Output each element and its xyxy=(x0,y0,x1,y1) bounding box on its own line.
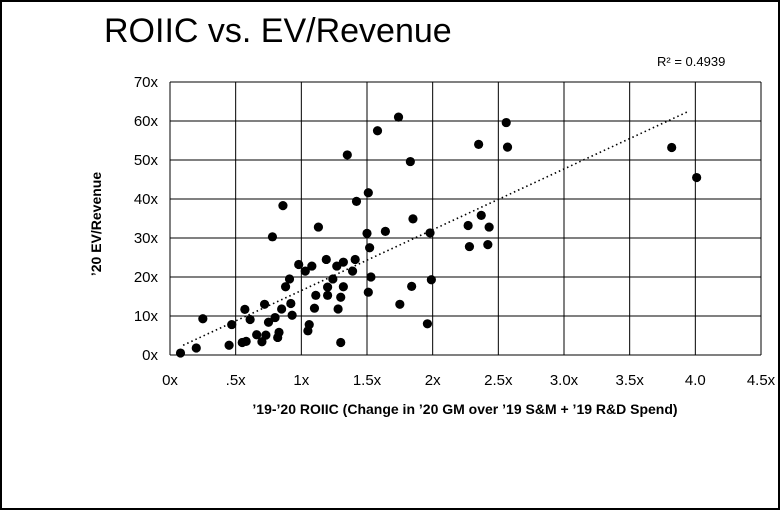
data-point xyxy=(227,319,237,330)
data-point xyxy=(245,314,255,325)
data-point xyxy=(175,348,186,358)
data-point xyxy=(425,228,435,238)
data-point xyxy=(224,340,234,350)
data-point xyxy=(372,126,383,136)
data-point xyxy=(270,312,280,323)
data-point xyxy=(294,259,304,270)
y-tick-label: 40x xyxy=(134,191,159,208)
x-tick-label: 2.5x xyxy=(484,372,513,389)
data-point xyxy=(407,281,417,291)
data-point xyxy=(336,337,346,348)
data-point xyxy=(501,117,511,128)
data-point xyxy=(191,343,201,353)
data-point xyxy=(338,257,348,267)
data-point xyxy=(342,150,352,160)
data-point xyxy=(484,222,494,232)
data-point xyxy=(464,241,475,252)
data-point xyxy=(692,172,702,183)
trendline xyxy=(182,110,690,346)
data-point xyxy=(333,304,343,314)
data-point xyxy=(321,254,331,265)
data-point xyxy=(393,112,404,122)
r-squared-annotation: R² = 0.4939 xyxy=(657,54,726,69)
chart-title: ROIIC vs. EV/Revenue xyxy=(104,12,452,50)
data-point xyxy=(274,327,284,337)
data-point xyxy=(259,299,270,309)
data-point xyxy=(311,290,321,300)
data-point xyxy=(502,142,513,152)
data-point xyxy=(300,266,310,276)
data-point xyxy=(280,282,291,292)
data-point xyxy=(278,201,288,211)
y-tick-label: 60x xyxy=(134,113,159,130)
data-point xyxy=(395,299,405,309)
data-point xyxy=(257,337,267,347)
data-point xyxy=(304,319,314,330)
data-point xyxy=(336,292,346,302)
y-tick-label: 0x xyxy=(142,347,158,364)
x-tick-label: 4.0 xyxy=(685,372,706,389)
x-tick-label: 3.5x xyxy=(615,372,644,389)
data-point xyxy=(363,188,373,198)
data-point xyxy=(347,266,358,276)
data-point xyxy=(284,274,295,284)
data-point xyxy=(198,314,208,324)
data-point xyxy=(338,282,348,292)
data-point xyxy=(422,319,433,329)
data-point xyxy=(286,298,296,309)
data-point xyxy=(363,287,373,297)
data-point xyxy=(241,336,251,346)
data-point xyxy=(366,272,376,282)
y-tick-label: 20x xyxy=(134,269,159,286)
data-point xyxy=(287,310,297,320)
data-point xyxy=(313,222,324,232)
data-point xyxy=(476,210,486,220)
x-tick-label: 1.5x xyxy=(353,372,382,389)
data-point xyxy=(408,214,418,224)
data-point xyxy=(261,330,271,340)
x-tick-label: .5x xyxy=(226,372,247,389)
data-point xyxy=(323,290,333,300)
y-tick-label: 50x xyxy=(134,152,159,169)
data-point xyxy=(252,330,262,340)
data-point xyxy=(350,254,360,265)
data-point xyxy=(277,304,287,314)
data-point xyxy=(240,304,250,314)
y-tick-label: 30x xyxy=(134,230,159,247)
y-tick-label: 10x xyxy=(134,308,159,325)
data-point xyxy=(380,226,390,236)
x-tick-label: 4.5x xyxy=(747,372,776,389)
y-tick-label: 70x xyxy=(134,74,159,91)
data-point xyxy=(667,142,677,153)
data-point xyxy=(267,232,278,242)
data-point xyxy=(426,275,436,285)
data-point xyxy=(463,220,473,231)
data-point xyxy=(405,156,415,167)
x-axis-label: ’19-’20 ROIIC (Change in ’20 GM over ’19… xyxy=(252,401,678,417)
x-tick-label: 1x xyxy=(293,372,309,389)
data-point xyxy=(351,196,362,206)
x-tick-label: 3.0x xyxy=(550,372,579,389)
data-point xyxy=(309,303,320,313)
x-tick-label: 2x xyxy=(425,372,441,389)
data-point xyxy=(365,243,375,253)
data-point xyxy=(328,274,338,284)
data-point xyxy=(263,317,274,327)
data-point xyxy=(307,261,317,271)
data-point xyxy=(483,240,493,250)
x-tick-label: 0x xyxy=(162,372,178,389)
data-point xyxy=(323,282,333,292)
data-point xyxy=(362,228,372,238)
data-point xyxy=(474,139,484,149)
